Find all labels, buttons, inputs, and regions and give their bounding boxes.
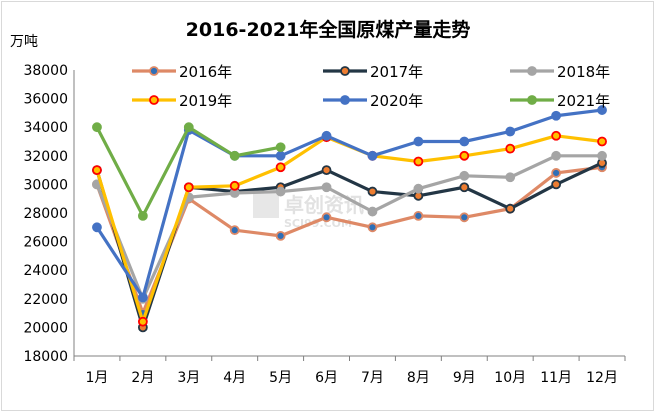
x-tick-label: 8月 bbox=[407, 370, 430, 386]
legend-item: 2016年 bbox=[132, 63, 232, 81]
data-point bbox=[367, 150, 378, 161]
legend-item: 2021年 bbox=[510, 92, 610, 110]
data-point bbox=[459, 170, 470, 181]
y-axis-unit-label: 万吨 bbox=[10, 34, 38, 50]
data-point bbox=[459, 150, 470, 161]
data-point bbox=[275, 230, 286, 241]
legend-label: 2019年 bbox=[179, 92, 232, 110]
x-tick-label: 5月 bbox=[269, 370, 292, 386]
data-point bbox=[275, 186, 286, 197]
legend-marker bbox=[527, 95, 537, 105]
data-point bbox=[92, 122, 102, 133]
y-tick-label: 38000 bbox=[23, 63, 68, 79]
y-tick-label: 22000 bbox=[23, 292, 68, 308]
watermark-subtext: SCI99.COM bbox=[284, 217, 352, 230]
y-tick-label: 34000 bbox=[23, 120, 68, 136]
x-tick-label: 6月 bbox=[315, 370, 338, 386]
series-2021年 bbox=[92, 122, 286, 221]
x-tick-label: 9月 bbox=[453, 370, 476, 386]
legend: 2016年 2017年 2018年 2019年 2020年 2021年 bbox=[132, 63, 610, 110]
data-point bbox=[137, 292, 148, 303]
data-point bbox=[505, 143, 516, 154]
y-tick-label: 36000 bbox=[23, 92, 68, 108]
data-point bbox=[137, 210, 148, 221]
data-point bbox=[459, 212, 470, 223]
y-tick-label: 20000 bbox=[23, 320, 68, 336]
x-tick-label: 4月 bbox=[223, 370, 246, 386]
y-tick-label: 24000 bbox=[23, 263, 68, 279]
legend-marker bbox=[340, 95, 350, 105]
legend-marker bbox=[527, 66, 537, 76]
data-point bbox=[229, 150, 240, 161]
data-point bbox=[275, 162, 286, 173]
data-point bbox=[597, 105, 607, 115]
x-axis-ticks: 1月 2月 3月 4月 5月 6月 7月 8月 9月 10月 11月 12月 bbox=[73, 356, 626, 386]
series-group bbox=[92, 105, 607, 333]
data-point bbox=[505, 172, 516, 183]
data-point bbox=[137, 316, 148, 327]
legend-item: 2018年 bbox=[510, 63, 610, 81]
data-point bbox=[551, 179, 562, 190]
x-tick-label: 12月 bbox=[586, 370, 618, 386]
legend-label: 2021年 bbox=[557, 92, 610, 110]
legend-label: 2020年 bbox=[370, 92, 423, 110]
legend-marker bbox=[340, 66, 350, 76]
data-point bbox=[597, 136, 607, 147]
series-line bbox=[95, 108, 603, 299]
chart-title: 2016-2021年全国原煤产量走势 bbox=[186, 18, 471, 41]
data-point bbox=[321, 182, 332, 193]
legend-label: 2017年 bbox=[370, 63, 423, 81]
y-tick-label: 30000 bbox=[23, 177, 68, 193]
data-point bbox=[551, 110, 562, 121]
data-point bbox=[275, 142, 286, 153]
data-point bbox=[321, 165, 332, 176]
y-tick-label: 32000 bbox=[23, 149, 68, 165]
x-tick-label: 1月 bbox=[85, 370, 108, 386]
x-tick-label: 10月 bbox=[494, 370, 526, 386]
watermark-text: 卓创资讯 bbox=[284, 193, 364, 217]
legend-item: 2017年 bbox=[323, 63, 423, 81]
data-point bbox=[597, 150, 607, 161]
legend-item: 2020年 bbox=[323, 92, 423, 110]
data-point bbox=[413, 210, 424, 221]
data-point bbox=[551, 168, 562, 178]
y-tick-label: 18000 bbox=[23, 349, 68, 365]
data-point bbox=[229, 225, 240, 236]
legend-label: 2018年 bbox=[557, 63, 610, 81]
data-point bbox=[367, 186, 378, 197]
y-axis-ticks: 18000 20000 22000 24000 26000 28000 30000 32000… bbox=[23, 63, 68, 365]
data-point bbox=[367, 206, 378, 217]
data-point bbox=[229, 180, 240, 191]
data-point bbox=[367, 222, 378, 233]
data-point bbox=[413, 156, 424, 167]
y-tick-label: 26000 bbox=[23, 235, 68, 251]
legend-marker bbox=[149, 66, 159, 76]
data-point bbox=[92, 165, 102, 176]
data-point bbox=[183, 122, 194, 133]
data-point bbox=[551, 150, 562, 161]
data-point bbox=[413, 183, 424, 194]
data-point bbox=[321, 130, 332, 141]
data-point bbox=[505, 203, 516, 214]
data-point bbox=[505, 126, 516, 137]
x-tick-label: 2月 bbox=[131, 370, 154, 386]
data-point bbox=[275, 150, 286, 161]
data-point bbox=[183, 182, 194, 193]
data-point bbox=[459, 182, 470, 193]
data-point bbox=[413, 136, 424, 147]
data-point bbox=[92, 222, 102, 233]
legend-marker bbox=[149, 95, 159, 105]
watermark-logo-icon bbox=[253, 192, 279, 218]
data-point bbox=[551, 130, 562, 141]
x-tick-label: 3月 bbox=[177, 370, 200, 386]
x-tick-label: 7月 bbox=[361, 370, 384, 386]
y-tick-label: 28000 bbox=[23, 206, 68, 222]
data-point bbox=[321, 212, 332, 223]
legend-item: 2019年 bbox=[132, 92, 232, 110]
legend-label: 2016年 bbox=[179, 63, 232, 81]
x-tick-label: 11月 bbox=[540, 370, 572, 386]
data-point bbox=[459, 136, 470, 147]
